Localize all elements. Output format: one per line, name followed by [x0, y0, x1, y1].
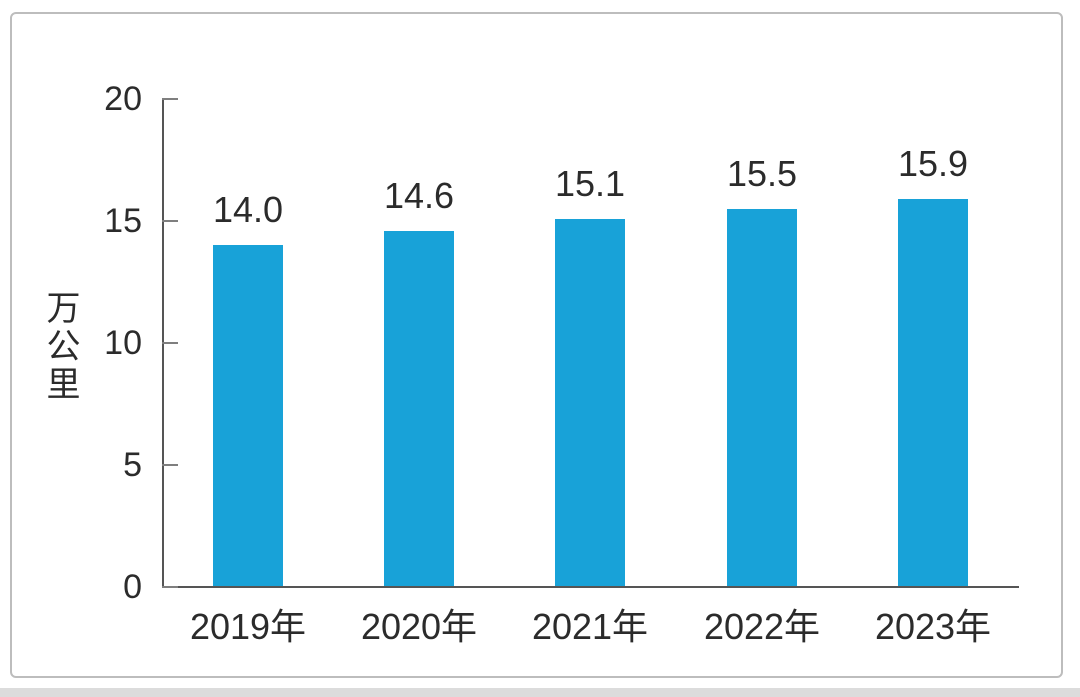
bar-2019年 — [213, 245, 283, 586]
screen-bottom-edge — [0, 688, 1080, 697]
bar-value-label: 15.1 — [554, 162, 626, 204]
bar-2021年 — [555, 218, 625, 586]
x-tick-label: 2020年 — [360, 606, 478, 647]
x-tick-label: 2019年 — [189, 606, 307, 647]
chart-frame: 万公里 0 5 10 15 20 14.0 2019年 14.6 2020年 15.1 2021年… — [10, 12, 1063, 678]
bar-value-label: 14.0 — [212, 189, 284, 231]
bar-2022年 — [727, 208, 797, 586]
bar-value-label: 15.9 — [897, 143, 969, 185]
x-axis-line — [162, 586, 1019, 588]
y-tick-label: 15 — [104, 202, 142, 240]
y-tick-label: 10 — [104, 324, 142, 362]
y-tick-mark — [162, 586, 178, 588]
bar-2020年 — [384, 230, 454, 586]
y-axis-title: 万公里 — [41, 290, 79, 404]
y-tick-label: 20 — [104, 80, 142, 118]
y-tick-mark — [162, 464, 178, 466]
y-tick-mark — [162, 98, 178, 100]
y-tick-label: 5 — [123, 446, 142, 484]
x-tick-label: 2022年 — [703, 606, 821, 647]
y-tick-label: 0 — [123, 568, 142, 606]
bar-chart: 万公里 0 5 10 15 20 14.0 2019年 14.6 2020年 15.1 2021年… — [12, 14, 1080, 697]
bar-2023年 — [898, 199, 968, 586]
bar-value-label: 15.5 — [726, 152, 798, 194]
x-tick-label: 2023年 — [874, 606, 992, 647]
y-tick-mark — [162, 342, 178, 344]
bar-value-label: 14.6 — [383, 174, 455, 216]
y-tick-mark — [162, 220, 178, 222]
x-tick-label: 2021年 — [531, 606, 649, 647]
